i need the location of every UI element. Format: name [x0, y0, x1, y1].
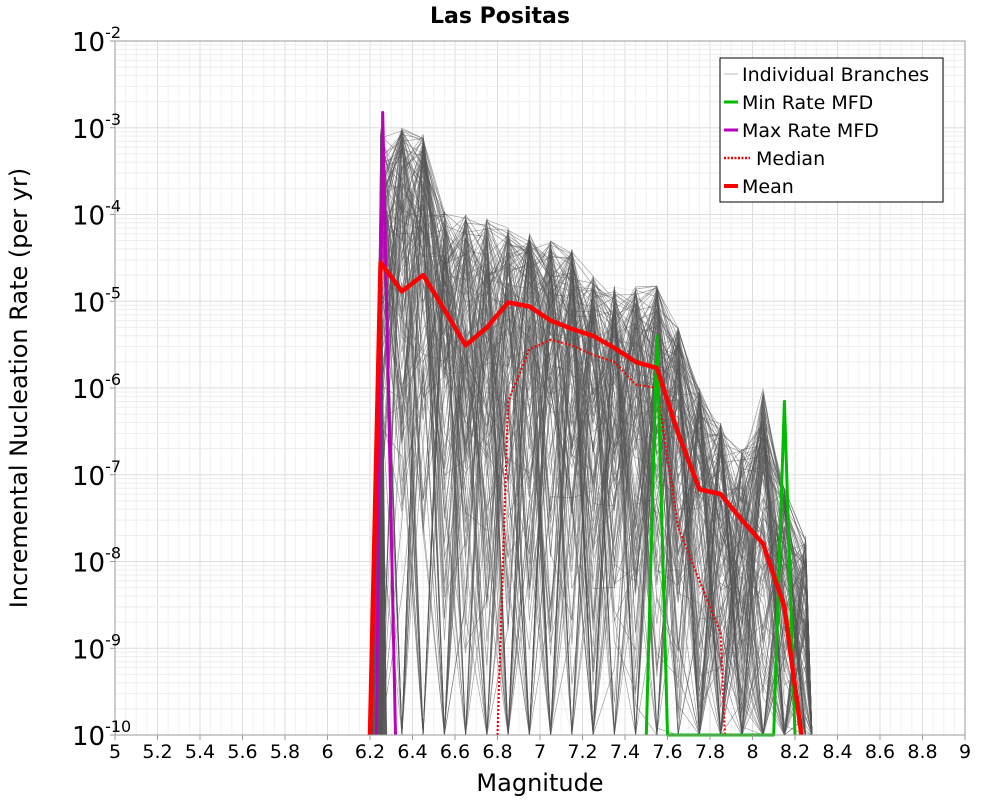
y-tick-label: 10-3 [72, 110, 121, 145]
y-tick-label: 10-7 [72, 457, 121, 492]
x-tick-label: 9 [959, 741, 971, 763]
y-tick-label: 10-2 [72, 23, 121, 58]
branch-line [375, 129, 813, 736]
branch-line [376, 222, 813, 736]
y-tick-label: 10-9 [72, 630, 121, 665]
branch-line [372, 215, 813, 736]
legend-label: Individual Branches [742, 64, 929, 86]
individual-branches [369, 127, 813, 737]
series-mean [367, 260, 804, 736]
branch-line [375, 155, 813, 736]
branch-line [380, 214, 813, 736]
branch-line [375, 144, 813, 736]
legend-items: Individual Branches Min Rate MFD Max Rate … [724, 64, 929, 198]
x-tick-label: 6.6 [440, 741, 470, 763]
y-tick-base: 10 [72, 549, 105, 579]
y-tick-exponent: -8 [105, 544, 121, 563]
x-tick-label: 5.4 [185, 741, 215, 763]
x-tick-label: 8.6 [865, 741, 895, 763]
legend-label: Median [756, 148, 825, 170]
branch-line [380, 130, 812, 736]
y-tick-exponent: -3 [105, 110, 121, 129]
x-tick-label: 5.6 [227, 741, 257, 763]
x-tick-label: 6.2 [355, 741, 385, 763]
branch-line [379, 148, 813, 736]
x-tick-label: 6 [321, 741, 333, 763]
branch-line [377, 233, 813, 736]
y-tick-exponent: -6 [105, 370, 121, 389]
y-tick-base: 10 [72, 202, 105, 232]
legend-label: Mean [742, 176, 794, 198]
y-tick-label: 10-6 [72, 370, 121, 405]
x-tick-label: 6.4 [397, 741, 427, 763]
series-median [496, 338, 726, 736]
x-tick-label: 5.8 [270, 741, 300, 763]
branch-line [380, 194, 813, 736]
y-tick-base: 10 [72, 462, 105, 492]
x-tick-label: 5 [109, 741, 121, 763]
branch-line [376, 137, 812, 736]
legend-label: Max Rate MFD [742, 120, 879, 142]
legend-label: Min Rate MFD [742, 92, 873, 114]
y-tick-label: 10-5 [72, 283, 121, 318]
y-tick-base: 10 [72, 635, 105, 665]
y-tick-exponent: -5 [105, 283, 121, 302]
x-tick-label: 5.2 [142, 741, 172, 763]
branch-line [371, 225, 813, 736]
x-tick-label: 8.2 [780, 741, 810, 763]
branch-line [380, 169, 813, 736]
x-tick-label: 7.8 [695, 741, 725, 763]
branch-line [380, 128, 813, 736]
legend-box [719, 57, 944, 203]
x-tick-label: 7.6 [652, 741, 682, 763]
y-tick-base: 10 [72, 28, 105, 58]
x-axis-label: Magnitude [476, 769, 603, 797]
x-tick-label: 7.4 [610, 741, 640, 763]
x-tick-label: 8.8 [907, 741, 937, 763]
y-tick-base: 10 [72, 722, 105, 752]
legend: Individual Branches Min Rate MFD Max Rate … [719, 57, 944, 203]
branch-line [375, 181, 813, 736]
chart-title: Las Positas [430, 4, 570, 29]
y-tick-label: 10-10 [72, 717, 131, 752]
x-axis-ticks: 5 5.2 5.4 5.6 5.8 6 6.2 6.4 6.6 6.8 7 7.2 7.4 7.6 7.8 8… [109, 735, 971, 763]
x-tick-label: 8 [746, 741, 758, 763]
branch-line [374, 171, 813, 736]
y-tick-base: 10 [72, 375, 105, 405]
x-tick-label: 6.8 [482, 741, 512, 763]
branch-line [380, 133, 812, 736]
series-max-rate-mfd [374, 111, 397, 736]
y-tick-label: 10-8 [72, 544, 121, 579]
y-tick-exponent: -2 [105, 23, 121, 42]
y-tick-label: 10-4 [72, 197, 121, 232]
branch-line [380, 140, 813, 736]
y-axis-label: Incremental Nucleation Rate (per yr) [5, 168, 33, 608]
branch-line [373, 174, 812, 736]
x-tick-label: 7.2 [567, 741, 597, 763]
x-tick-label: 7 [534, 741, 546, 763]
y-tick-base: 10 [72, 288, 105, 318]
branch-line [376, 150, 812, 736]
y-tick-exponent: -10 [105, 717, 131, 736]
y-tick-exponent: -9 [105, 630, 121, 649]
y-tick-exponent: -4 [105, 197, 121, 216]
x-tick-label: 8.4 [822, 741, 852, 763]
y-tick-base: 10 [72, 115, 105, 145]
y-tick-exponent: -7 [105, 457, 121, 476]
